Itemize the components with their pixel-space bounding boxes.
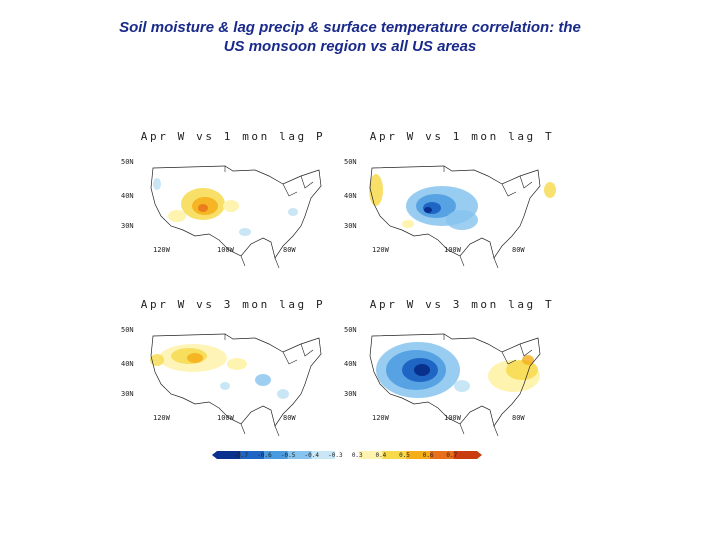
colorbar-swatch [429,451,454,459]
figure-title: Soil moisture & lag precip & surface tem… [40,18,660,56]
us-map-1mon-t [369,165,556,269]
lat-label: 40N [344,192,357,200]
lat-label: 50N [344,158,357,166]
lon-label: 120W [153,246,170,254]
us-map-3mon-p [150,333,322,437]
colorbar-swatch [311,451,336,459]
title-line-1: Soil moisture & lag precip & surface tem… [119,19,581,36]
colorbar-swatch [335,451,359,459]
colorbar-swatch [406,451,430,459]
colorbar-swatch [453,451,477,459]
lat-label: 50N [121,158,134,166]
panel-title: Apr W vs 3 mon lag T [369,298,555,311]
colorbar-tick-label: 0.5 [399,452,410,459]
colorbar-tick-label: -0.4 [304,452,319,459]
lon-label: 80W [512,246,525,254]
correlation-shading [369,174,556,230]
colorbar-end-right [477,451,482,459]
colorbar-tick-label: 0.4 [375,452,387,459]
lon-label: 80W [283,414,296,422]
colorbar-tick-label: -0.7 [233,452,249,459]
lat-label: 40N [121,360,134,368]
lon-label: 80W [512,414,525,422]
lat-label: 40N [121,192,134,200]
panel-title: Apr W vs 3 mon lag P [140,298,326,311]
lat-label: 40N [344,360,357,368]
colorbar-tick-label: 0.6 [422,452,434,459]
lon-label: 120W [372,246,389,254]
colorbar-tick-label: -0.3 [328,452,343,459]
us-map-3mon-t [369,333,541,437]
correlation-shading [153,178,298,236]
lon-label: 100W [444,414,461,422]
colorbar-tick-label: 0.3 [351,452,363,459]
panel-title: Apr W vs 1 mon lag T [369,130,555,143]
lat-label: 30N [121,222,134,230]
lon-label: 100W [217,414,234,422]
colorbar-swatch [358,451,383,459]
colorbar-swatch [240,451,265,459]
lon-label: 100W [217,246,234,254]
panel-title: Apr W vs 1 mon lag P [140,130,326,143]
map-panel-3mon-p: Apr W vs 3 mon lag P 50N 40N 30N 120W 10… [121,298,333,438]
colorbar-swatch [264,451,288,459]
colorbar-tick-label: -0.6 [257,452,272,459]
lat-label: 30N [344,390,357,398]
lat-label: 50N [121,326,134,334]
colorbar-swatch [382,451,407,459]
colorbar [212,451,482,459]
lon-label: 120W [372,414,389,422]
lon-label: 120W [153,414,170,422]
colorbar-tick-label: -0.5 [280,452,296,459]
lat-label: 50N [344,326,357,334]
lon-label: 80W [283,246,296,254]
colorbar-swatch [287,451,312,459]
colorbar-tick-label: 0.7 [446,452,458,459]
colorbar-end-left [212,451,217,459]
us-map-1mon-p [150,165,322,269]
title-line-2: US monsoon region vs all US areas [223,38,477,55]
correlation-shading [150,344,289,399]
lat-label: 30N [121,390,134,398]
map-panel-1mon-t: Apr W vs 1 mon lag T 50N 40N 30N 120W 10… [344,130,562,270]
lon-label: 100W [444,246,461,254]
map-panel-1mon-p: Apr W vs 1 mon lag P 50N 40N 30N 120W 10… [121,130,333,270]
lat-label: 30N [344,222,357,230]
map-panel-3mon-t: Apr W vs 3 mon lag T 50N 40N 30N 120W 10… [344,298,562,438]
colorbar-swatch [217,451,241,459]
correlation-shading [376,342,540,398]
